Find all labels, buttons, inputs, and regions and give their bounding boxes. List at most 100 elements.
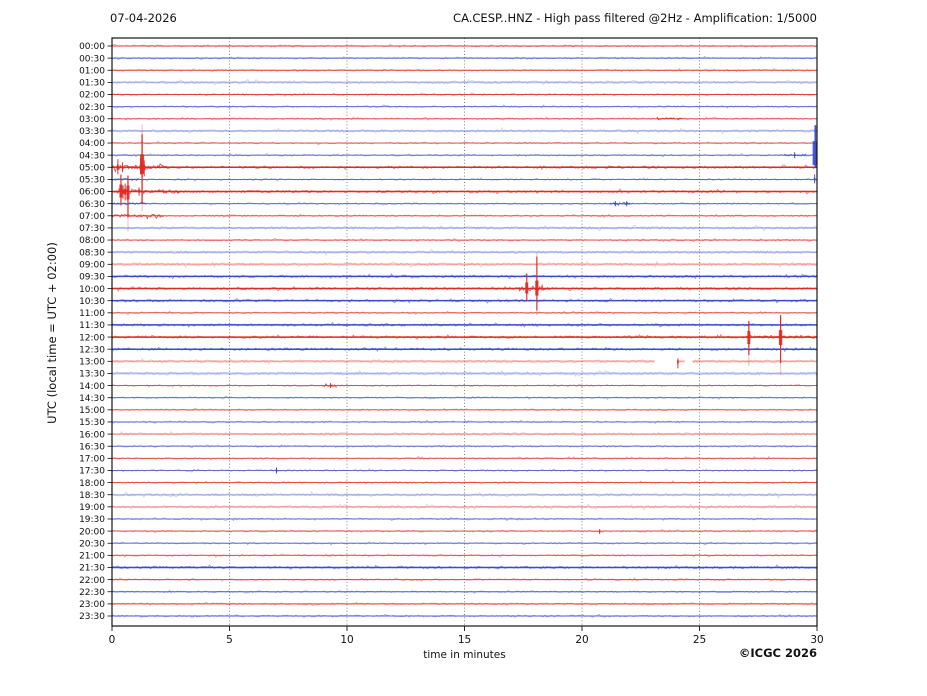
trace-fuzz-01:30 <box>112 78 817 86</box>
x-tick-label: 0 <box>109 634 116 646</box>
trace-fuzz-16:30 <box>112 444 817 449</box>
trace-fuzz-21:30 <box>112 564 817 570</box>
trace-fuzz-15:00 <box>112 407 817 412</box>
trace-fuzz-07:30 <box>112 224 817 232</box>
y-tick-label: 17:00 <box>79 455 105 465</box>
trace-fuzz-06:00 <box>112 188 817 195</box>
y-tick-label: 10:00 <box>79 285 105 295</box>
trace-fuzz-05:00 <box>112 164 817 171</box>
y-tick-label: 16:30 <box>79 442 105 452</box>
trace-fuzz-15:30 <box>112 419 817 424</box>
y-tick-label: 07:30 <box>79 224 105 234</box>
y-tick-label: 11:00 <box>79 309 105 319</box>
y-tick-label: 00:00 <box>79 42 105 52</box>
x-tick-label: 25 <box>693 634 706 646</box>
trace-fuzz-04:00 <box>112 140 817 146</box>
trace-fuzz-13:00 <box>692 358 816 365</box>
y-tick-label: 09:00 <box>79 260 105 270</box>
trace-fuzz-22:00 <box>112 577 817 582</box>
trace-fuzz-17:30 <box>112 468 817 473</box>
trace-fuzz-03:00 <box>112 116 817 121</box>
station-title: CA.CESP..HNZ - High pass filtered @2Hz -… <box>453 11 817 25</box>
x-axis-title: time in minutes <box>423 649 506 661</box>
trace-fuzz-14:30 <box>112 395 817 400</box>
x-tick-label: 30 <box>810 634 823 646</box>
trace-fuzz-03:30 <box>112 127 817 135</box>
trace-fuzz-18:00 <box>112 480 817 485</box>
noise-burst-10:00 <box>518 283 549 292</box>
trace-fuzz-12:30 <box>112 346 817 353</box>
y-tick-label: 22:30 <box>79 588 105 598</box>
y-tick-label: 21:00 <box>79 552 105 562</box>
trace-fuzz-07:00 <box>112 213 817 219</box>
trace-fuzz-23:30 <box>112 613 817 619</box>
trace-fuzz-10:00 <box>112 285 817 292</box>
y-tick-label: 23:30 <box>79 612 105 622</box>
trace-fuzz-19:30 <box>112 517 817 522</box>
y-tick-label: 01:00 <box>79 66 105 76</box>
trace-fuzz-21:00 <box>112 553 817 558</box>
y-tick-label: 22:00 <box>79 576 105 586</box>
y-tick-label: 08:30 <box>79 248 105 258</box>
y-tick-label: 09:30 <box>79 273 105 283</box>
y-tick-label: 14:30 <box>79 394 105 404</box>
y-tick-label: 06:30 <box>79 200 105 210</box>
y-tick-label: 21:30 <box>79 564 105 574</box>
trace-fuzz-01:00 <box>112 67 817 73</box>
trace-fuzz-00:30 <box>112 55 817 61</box>
y-tick-label: 14:00 <box>79 382 105 392</box>
x-tick-label: 15 <box>458 634 471 646</box>
trace-fuzz-17:00 <box>112 456 817 461</box>
y-tick-label: 18:00 <box>79 479 105 489</box>
trace-fuzz-23:00 <box>112 601 817 607</box>
trace-fuzz-11:00 <box>112 310 817 316</box>
x-tick-label: 10 <box>340 634 353 646</box>
y-tick-label: 06:00 <box>79 188 105 198</box>
y-tick-label: 05:30 <box>79 176 105 186</box>
y-tick-label: 19:30 <box>79 515 105 525</box>
y-tick-label: 15:30 <box>79 418 105 428</box>
trace-fuzz-02:00 <box>112 92 817 97</box>
y-tick-label: 20:30 <box>79 539 105 549</box>
date-title: 07-04-2026 <box>110 11 177 25</box>
noise-burst-07:00 <box>112 213 164 220</box>
noise-burst-03:00 <box>656 116 683 121</box>
trace-fuzz-19:00 <box>112 503 817 511</box>
trace-fuzz-11:30 <box>112 321 817 328</box>
y-tick-label: 16:00 <box>79 430 105 440</box>
y-tick-label: 17:30 <box>79 467 105 477</box>
trace-fuzz-08:30 <box>112 248 817 256</box>
trace-fuzz-02:30 <box>112 104 817 109</box>
y-tick-label: 08:00 <box>79 236 105 246</box>
trace-fuzz-13:00 <box>112 357 654 366</box>
y-tick-label: 00:30 <box>79 54 105 64</box>
y-tick-label: 02:30 <box>79 103 105 113</box>
y-tick-label: 18:30 <box>79 491 105 501</box>
trace-fuzz-10:30 <box>112 297 817 304</box>
trace-fuzz-20:30 <box>112 541 817 546</box>
y-tick-label: 13:30 <box>79 370 105 380</box>
y-tick-label: 19:00 <box>79 503 105 513</box>
y-tick-label: 04:30 <box>79 151 105 161</box>
trace-fuzz-09:00 <box>112 260 817 268</box>
x-tick-label: 20 <box>575 634 588 646</box>
y-tick-label: 03:30 <box>79 127 105 137</box>
y-tick-label: 13:00 <box>79 358 105 368</box>
trace-fuzz-04:30 <box>112 152 817 158</box>
noise-burst-05:30 <box>112 178 140 181</box>
trace-fuzz-00:00 <box>112 43 817 48</box>
trace-fuzz-20:00 <box>112 529 817 533</box>
trace-fuzz-06:30 <box>112 201 817 206</box>
y-tick-label: 02:00 <box>79 91 105 101</box>
y-tick-label: 23:00 <box>79 600 105 610</box>
trace-fuzz-14:00 <box>112 383 817 388</box>
y-tick-label: 01:30 <box>79 79 105 89</box>
noise-burst-12:00 <box>741 334 817 340</box>
x-tick-label: 5 <box>226 634 233 646</box>
y-tick-label: 04:00 <box>79 139 105 149</box>
y-tick-label: 11:30 <box>79 321 105 331</box>
trace-fuzz-18:30 <box>112 491 817 499</box>
y-tick-label: 10:30 <box>79 297 105 307</box>
